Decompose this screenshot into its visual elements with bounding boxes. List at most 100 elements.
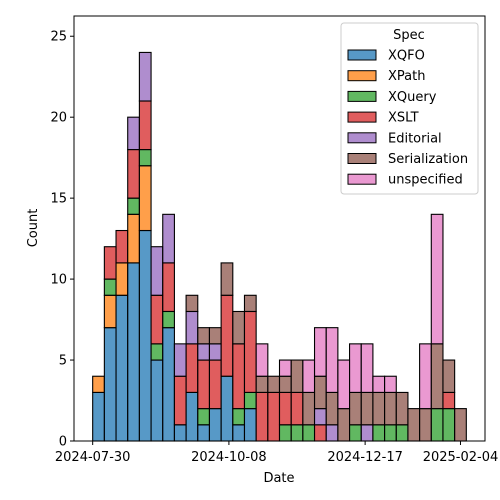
bar-unspecified-2024-12-03	[337, 359, 351, 410]
y-axis-label: Count	[26, 209, 41, 248]
legend-swatch-xpath	[347, 70, 377, 82]
bar-xquery-2024-08-23	[138, 149, 152, 167]
x-axis: 2024-07-30 2024-10-08 2024-12-17 2025-02-04	[55, 441, 498, 465]
bar-xqfo-2024-08-05	[103, 327, 117, 442]
bar-xpath-2024-08-05	[103, 294, 117, 329]
bar-layer	[92, 51, 467, 442]
legend-label-editorial: Editorial	[388, 131, 442, 146]
bar-xquery-2024-12-27	[384, 424, 397, 442]
bar-xqfo-2024-10-10	[232, 424, 246, 442]
bar-serialization-2025-01-02	[395, 391, 409, 426]
bar-unspecified-2024-11-03	[278, 359, 292, 377]
bar-xquery-2024-11-03	[278, 424, 292, 442]
legend-swatch-xslt	[347, 111, 377, 123]
bar-xslt-2024-08-11	[115, 229, 129, 264]
bar-xqfo-2024-10-04	[220, 375, 234, 442]
bar-xslt-2024-11-21	[313, 424, 327, 442]
x-tick-label-2024-12-17: 2024-12-17	[327, 450, 403, 465]
bar-unspecified-2024-11-21	[313, 327, 327, 377]
bar-serialization-2025-01-20	[430, 343, 444, 410]
bar-xqfo-2024-09-28	[208, 408, 222, 442]
bar-xquery-2024-09-22	[197, 408, 211, 426]
bar-serialization-2024-11-27	[325, 391, 339, 426]
bar-serialization-2024-10-04	[220, 262, 234, 296]
bar-editorial-2024-09-04	[162, 213, 175, 264]
bar-unspecified-2024-12-27	[384, 375, 397, 393]
bar-xquery-2024-12-21	[372, 424, 386, 442]
bar-xslt-2024-09-04	[162, 262, 175, 313]
bar-xslt-2024-10-10	[232, 343, 246, 410]
bar-serialization-2024-11-15	[302, 391, 316, 426]
bar-xslt-2024-10-28	[267, 391, 281, 442]
bar-serialization-2024-11-03	[278, 375, 292, 393]
bar-xpath-2024-08-11	[115, 262, 129, 296]
plot-frame	[73, 15, 486, 442]
bar-unspecified-2024-12-21	[372, 375, 386, 393]
x-tick-label-2024-07-30: 2024-07-30	[55, 450, 131, 465]
bar-xslt-2024-10-16	[243, 310, 257, 393]
legend-swatch-unspecified	[347, 173, 377, 185]
bar-unspecified-2024-11-15	[302, 359, 316, 393]
bar-xqfo-2024-10-16	[243, 408, 257, 442]
y-tick-label-10: 10	[50, 273, 67, 288]
bar-editorial-2024-12-15	[360, 424, 374, 442]
bar-xquery-2024-08-05	[103, 278, 117, 296]
legend-swatch-xqfo	[347, 49, 377, 61]
bar-serialization-2024-12-03	[337, 408, 351, 442]
bar-editorial-2024-08-29	[150, 246, 164, 296]
x-tick-label-2025-02-04: 2025-02-04	[423, 450, 499, 465]
y-tick-label-0: 0	[59, 435, 67, 450]
bar-xslt-2024-09-22	[197, 359, 211, 410]
bar-xslt-2024-09-16	[185, 343, 199, 393]
legend-swatch-xquery	[347, 90, 377, 102]
bar-unspecified-2024-12-09	[349, 343, 362, 393]
y-tick-label-15: 15	[50, 192, 67, 207]
bar-editorial-2024-09-16	[185, 310, 199, 345]
bar-xslt-2024-08-29	[150, 294, 164, 345]
legend: Spec XQFO XPath XQuery XSLT Editorial Seriali…	[340, 22, 479, 195]
y-axis: 0 5 10 15 20 25	[50, 30, 74, 450]
bar-unspecified-2025-01-14	[419, 343, 432, 410]
bar-editorial-2024-09-22	[197, 343, 211, 361]
bar-xquery-2025-01-20	[430, 408, 444, 442]
bar-xpath-2024-08-23	[138, 165, 152, 232]
bar-serialization-2025-02-01	[454, 408, 467, 442]
bar-xslt-2024-11-03	[278, 391, 292, 426]
bar-xquery-2025-01-26	[442, 408, 456, 442]
bar-serialization-2024-12-27	[384, 391, 397, 426]
y-tick-label-20: 20	[50, 111, 67, 126]
bar-xslt-2024-11-09	[290, 391, 304, 426]
bar-xqfo-2024-09-22	[197, 424, 211, 442]
bar-xqfo-2024-08-11	[115, 294, 129, 442]
bar-xslt-2024-08-17	[127, 149, 140, 199]
bar-xqfo-2024-09-04	[162, 327, 175, 442]
bar-xquery-2024-09-04	[162, 310, 175, 329]
bar-serialization-2024-09-16	[185, 294, 199, 313]
legend-swatch-serialization	[347, 153, 377, 164]
bar-xqfo-2024-09-10	[173, 424, 187, 442]
bar-serialization-2024-10-16	[243, 294, 257, 313]
bar-xqfo-2024-09-16	[185, 391, 199, 442]
bar-serialization-2024-10-10	[232, 310, 246, 345]
bar-editorial-2024-08-17	[127, 116, 140, 151]
bar-unspecified-2024-11-27	[325, 327, 339, 393]
legend-label-xqfo: XQFO	[388, 49, 425, 64]
bar-xqfo-2024-08-17	[127, 262, 140, 442]
bar-xslt-2024-10-04	[220, 294, 234, 377]
bar-xquery-2024-10-16	[243, 391, 257, 410]
bar-serialization-2024-12-21	[372, 391, 386, 426]
bar-xquery-2024-08-29	[150, 343, 164, 361]
bar-unspecified-2024-12-15	[360, 343, 374, 393]
bar-xqfo-2024-08-23	[138, 229, 152, 442]
bar-unspecified-2025-01-20	[430, 213, 444, 345]
bar-xquery-2024-11-09	[290, 424, 304, 442]
bar-serialization-2024-11-09	[290, 359, 304, 393]
legend-label-xquery: XQuery	[388, 90, 437, 105]
bar-xpath-2024-08-17	[127, 213, 140, 264]
x-tick-label-2024-10-08: 2024-10-08	[191, 450, 267, 465]
bar-xqfo-2024-08-29	[150, 359, 164, 442]
bar-editorial-2024-11-21	[313, 408, 327, 426]
bar-serialization-2024-09-22	[197, 327, 211, 345]
legend-box	[340, 22, 479, 195]
